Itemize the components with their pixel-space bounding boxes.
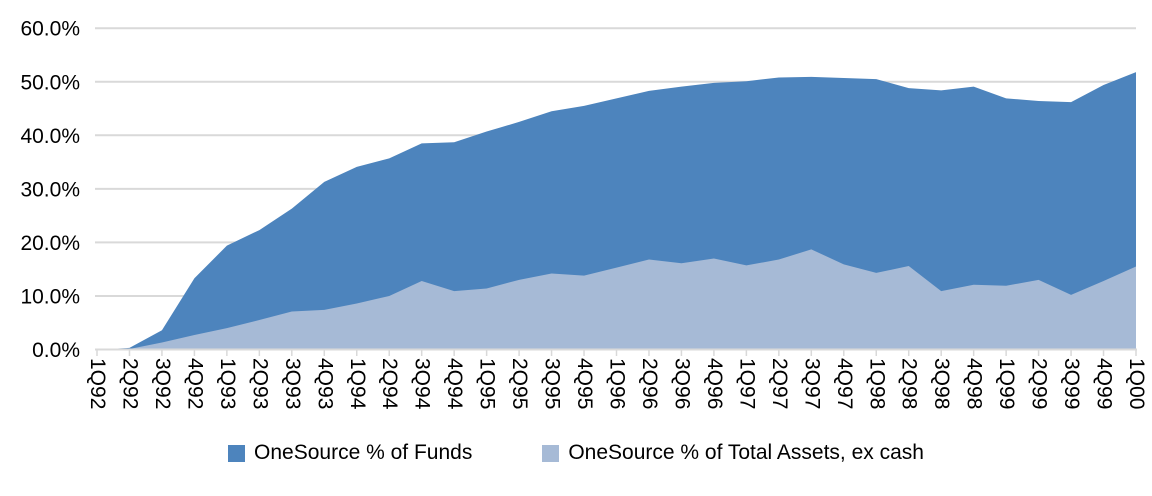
chart-legend: OneSource % of Funds OneSource % of Tota…: [0, 442, 1152, 464]
legend-swatch-funds-icon: [228, 444, 246, 462]
y-axis-tick-label: 10.0%: [20, 285, 80, 308]
plot-areas: [97, 72, 1136, 350]
x-axis-ticks: [96, 349, 1137, 356]
x-axis-tick-label: 4Q98: [963, 358, 986, 409]
x-axis-tick-label: 2Q96: [638, 358, 661, 409]
legend-label-total-assets: OneSource % of Total Assets, ex cash: [568, 441, 924, 464]
y-axis-tick-label: 30.0%: [20, 178, 80, 201]
x-axis-tick-label: 1Q92: [86, 358, 109, 409]
y-axis-labels: 0.0% 10.0% 20.0% 30.0% 40.0% 50.0% 60.0%: [20, 18, 80, 362]
area-series-total-assets: [97, 249, 1136, 350]
y-axis-tick-label: 50.0%: [20, 71, 80, 94]
x-axis-tick-label: 1Q93: [216, 358, 239, 409]
x-axis-tick-label: 2Q93: [248, 358, 271, 409]
y-axis-tick-label: 20.0%: [20, 232, 80, 255]
x-axis-tick-label: 3Q95: [541, 358, 564, 409]
x-axis-tick-label: 2Q99: [1028, 358, 1051, 409]
x-axis-tick-label: 4Q97: [833, 358, 856, 409]
x-axis-tick-label: 1Q98: [865, 358, 888, 409]
y-axis-tick-label: 60.0%: [20, 18, 80, 41]
x-axis-tick-label: 4Q93: [313, 358, 336, 409]
x-axis-tick-label: 4Q94: [443, 358, 466, 410]
x-axis-tick-label: 1Q95: [476, 358, 499, 409]
x-axis-tick-label: 3Q92: [151, 358, 174, 409]
y-axis-tick-label: 40.0%: [20, 125, 80, 148]
x-axis-tick-label: 4Q92: [183, 358, 206, 409]
x-axis-tick-label: 1Q94: [346, 358, 369, 410]
x-axis-tick-label: 3Q99: [1060, 358, 1083, 409]
x-axis-tick-label: 2Q95: [508, 358, 531, 409]
x-axis-tick-label: 1Q97: [735, 358, 758, 409]
x-axis-labels: 1Q92 2Q92 3Q92 4Q92 1Q93 2Q93 3Q93 4Q93 1Q94 2Q94…: [86, 358, 1148, 410]
x-axis-tick-label: 3Q98: [930, 358, 953, 409]
x-axis-tick-label: 4Q99: [1093, 358, 1116, 409]
x-axis-tick-label: 3Q94: [411, 358, 434, 410]
x-axis-tick-label: 4Q95: [573, 358, 596, 409]
x-axis-tick-label: 4Q96: [703, 358, 726, 409]
x-axis-tick-label: 1Q00: [1125, 358, 1148, 409]
legend-item-total-assets: OneSource % of Total Assets, ex cash: [542, 442, 924, 464]
x-axis-tick-label: 3Q96: [670, 358, 693, 409]
x-axis-tick-label: 3Q97: [800, 358, 823, 409]
x-axis-tick-label: 1Q99: [995, 358, 1018, 409]
x-axis-tick-label: 2Q92: [118, 358, 141, 409]
legend-label-funds: OneSource % of Funds: [254, 441, 473, 464]
legend-item-funds: OneSource % of Funds: [228, 442, 472, 464]
x-axis-tick-label: 2Q94: [378, 358, 401, 410]
legend-swatch-total-assets-icon: [542, 444, 560, 462]
x-axis-tick-label: 2Q97: [768, 358, 791, 409]
x-axis-tick-label: 2Q98: [898, 358, 921, 409]
x-axis-tick-label: 3Q93: [281, 358, 304, 409]
x-axis-tick-label: 1Q96: [606, 358, 629, 409]
y-axis-tick-label: 0.0%: [32, 339, 80, 362]
